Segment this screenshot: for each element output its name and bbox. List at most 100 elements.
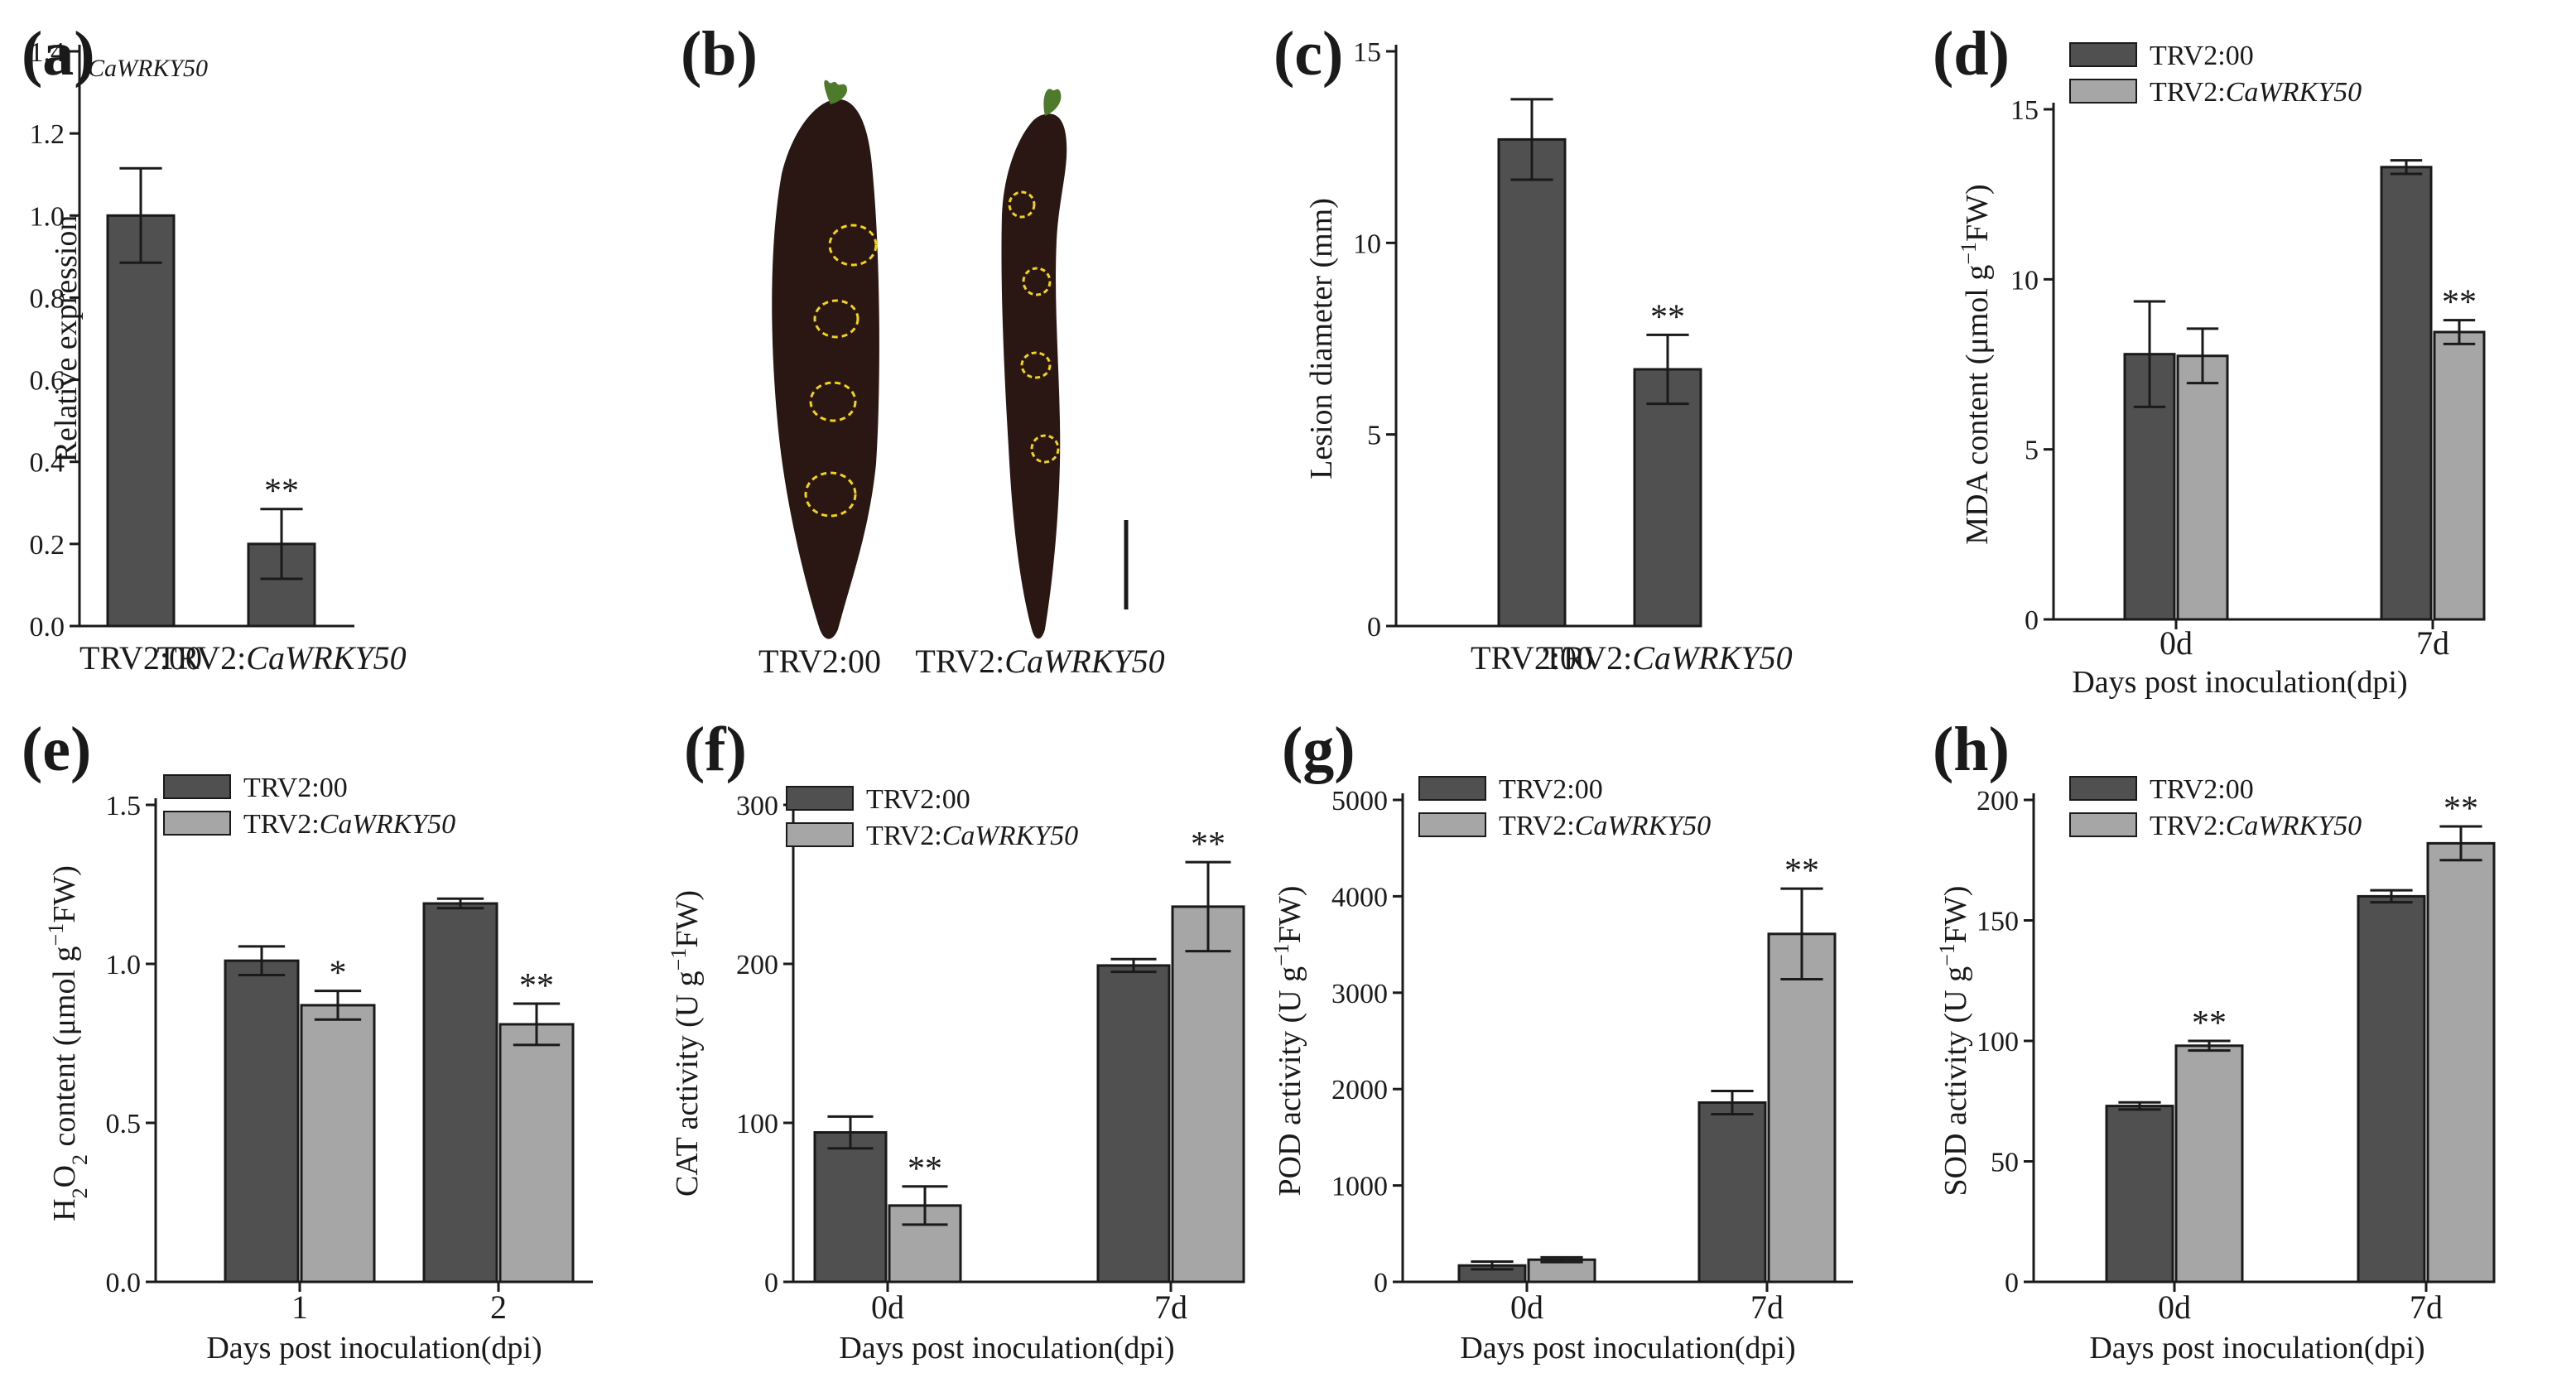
significance-marker: ** xyxy=(2442,284,2477,322)
control-fruit-image xyxy=(772,79,879,639)
y-tick-label: 1.2 xyxy=(30,119,65,150)
y-tick-label: 1.0 xyxy=(106,950,142,980)
y-tick-label: 0 xyxy=(1367,612,1381,643)
y-tick-label: 10 xyxy=(2010,265,2039,296)
y-tick-label: 100 xyxy=(1977,1027,2019,1057)
y-tick-label: 15 xyxy=(2010,95,2039,126)
y-tick-label: 2000 xyxy=(1331,1075,1388,1105)
y-tick-label: 0.0 xyxy=(30,612,65,643)
panel-letter-a: (a) xyxy=(22,19,95,89)
bar-trv2-00 xyxy=(1096,964,1171,1284)
x-axis-title: Days post inoculation(dpi) xyxy=(839,1331,1174,1366)
x-tick-label: 7d xyxy=(1154,1288,1187,1326)
y-tick-label: 300 xyxy=(736,791,778,821)
lesion-circle xyxy=(1020,351,1052,379)
y-tick-label: 0.2 xyxy=(30,530,65,561)
legend-label-silenced: TRV2:CaWRKY50 xyxy=(2150,811,2362,841)
y-axis-title: POD activity (U g−1FW) xyxy=(1269,886,1308,1197)
x-axis-title: Days post inoculation(dpi) xyxy=(2089,1331,2424,1366)
bar-lesion xyxy=(1497,137,1567,628)
x-tick-label: TRV2:00 xyxy=(1471,639,1593,677)
x-tick-label: 7d xyxy=(2416,624,2449,662)
y-axis-title: Relative expression xyxy=(49,215,84,463)
legend-label-silenced: TRV2:CaWRKY50 xyxy=(866,821,1078,851)
bar-trv2-cawrky50 xyxy=(300,1004,376,1284)
bar-trv2-00 xyxy=(224,959,300,1284)
y-tick-label: 0 xyxy=(764,1268,778,1298)
legend-label-silenced: TRV2:CaWRKY50 xyxy=(1499,811,1711,841)
bar-trv2-cawrky50 xyxy=(1171,905,1245,1284)
y-tick-label: 1.5 xyxy=(106,791,142,821)
significance-marker: ** xyxy=(2192,1004,2227,1043)
bar-lesion xyxy=(1633,368,1702,628)
x-axis-title: Days post inoculation(dpi) xyxy=(2072,665,2407,700)
y-tick-label: 200 xyxy=(1977,786,2019,816)
y-tick-label: 3000 xyxy=(1331,979,1388,1009)
legend-label-silenced: TRV2:CaWRKY50 xyxy=(2150,77,2362,108)
bar-trv2-00 xyxy=(2357,894,2426,1284)
lesion-circle xyxy=(828,224,878,267)
legend: TRV2:00 TRV2:CaWRKY50 xyxy=(2069,774,2362,841)
significance-marker: ** xyxy=(1784,852,1819,890)
y-tick-label: 1.4 xyxy=(30,37,65,68)
panel-b-letter: (b) xyxy=(681,19,758,89)
lesion-circle xyxy=(804,471,857,518)
x-tick-label: 0d xyxy=(2158,1288,2191,1326)
legend-swatch-silenced xyxy=(786,822,854,847)
significance-marker: ** xyxy=(2444,790,2478,828)
significance-marker: ** xyxy=(908,1150,942,1188)
bar-trv2-cawrky50 xyxy=(1767,932,1837,1284)
y-tick-label: 0.5 xyxy=(106,1109,142,1139)
bar-trv2-00 xyxy=(2380,166,2433,621)
legend-swatch-silenced xyxy=(163,811,231,836)
panel-b-left-label: TRV2:00 xyxy=(758,643,881,680)
x-tick-label: 0d xyxy=(871,1288,904,1326)
gene-label: CaWRKY50 xyxy=(88,55,208,82)
y-tick-label: 0.0 xyxy=(106,1268,142,1298)
chart-panel-f: (f) 0 100 200 300 CAT activity (U g−1FW) ** 0d *… xyxy=(667,715,1245,1366)
y-tick-label: 1.0 xyxy=(30,201,65,232)
y-axis-title: Lesion diameter (mm) xyxy=(1304,198,1339,479)
x-tick-label: TRV2:CaWRKY50 xyxy=(1543,639,1792,677)
legend-swatch-silenced xyxy=(2069,79,2137,104)
bar-trv2-00 xyxy=(2105,1105,2174,1284)
chart-panel-d: (d) 0 5 10 15 MDA content (μmol g−1FW) 0d ** 7d D… xyxy=(1933,19,2486,700)
legend: TRV2:00 TRV2:CaWRKY50 xyxy=(2069,41,2362,108)
y-tick-label: 0 xyxy=(1374,1268,1388,1298)
bar-trv2-cawrky50 xyxy=(2176,354,2229,621)
chart-panel-e: (e) 0.0 0.5 1.0 1.5 H2O2 content (μmol g−1FW)… xyxy=(22,715,593,1366)
y-tick-label: 5000 xyxy=(1331,786,1388,816)
bar-trv2-cawrky50 xyxy=(1527,1258,1596,1284)
panel-letter-h: (h) xyxy=(1933,715,2010,784)
y-tick-label: 10 xyxy=(1353,229,1381,259)
y-tick-label: 200 xyxy=(736,950,778,980)
legend: TRV2:00 TRV2:CaWRKY50 xyxy=(163,773,455,840)
legend-swatch-control xyxy=(786,786,854,811)
legend-swatch-control xyxy=(2069,42,2137,67)
bar-trv2-cawrky50 xyxy=(2426,841,2496,1284)
significance-marker: ** xyxy=(1191,826,1225,864)
bar-trv2-00 xyxy=(1697,1101,1767,1284)
y-tick-label: 0 xyxy=(2005,1268,2019,1298)
panel-letter-e: (e) xyxy=(22,715,91,784)
chart-panel-c: (c) 0 5 10 15 Lesion diameter (mm) TRV2:00 ** TR… xyxy=(1274,19,1793,677)
legend-swatch-control xyxy=(2069,776,2137,801)
y-axis-title: CAT activity (U g−1FW) xyxy=(667,890,705,1197)
x-tick-label: 7d xyxy=(1750,1288,1784,1326)
significance-marker: ** xyxy=(264,473,299,511)
bar-trv2-cawrky50 xyxy=(888,1204,962,1284)
bar-trv2-cawrky50 xyxy=(2433,330,2486,621)
y-axis-title: H2O2 content (μmol g−1FW) xyxy=(44,865,92,1221)
bar-expression xyxy=(106,214,176,628)
x-tick-label: 2 xyxy=(490,1288,507,1326)
y-tick-label: 100 xyxy=(736,1109,778,1139)
y-tick-label: 4000 xyxy=(1331,882,1388,913)
legend: TRV2:00 TRV2:CaWRKY50 xyxy=(1418,774,1711,841)
x-tick-label: TRV2:CaWRKY50 xyxy=(156,639,406,677)
panel-letter-g: (g) xyxy=(1282,715,1355,784)
panel-b-right-label: TRV2:CaWRKY50 xyxy=(915,643,1164,680)
chart-panel-h: (h) 0 50 100 150 200 SOD activity (U g−1FW) ** 0… xyxy=(1933,715,2496,1366)
bar-trv2-cawrky50 xyxy=(498,1023,575,1284)
significance-marker: * xyxy=(330,955,347,993)
significance-marker: ** xyxy=(1650,298,1685,336)
